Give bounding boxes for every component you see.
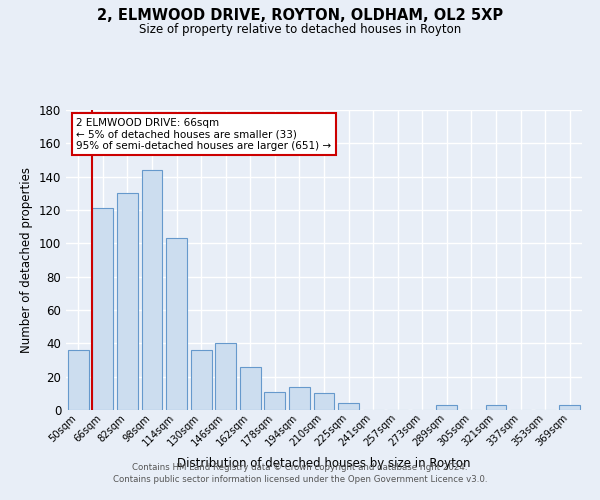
Text: Size of property relative to detached houses in Royton: Size of property relative to detached ho…: [139, 22, 461, 36]
Bar: [191, 350, 212, 410]
Bar: [166, 238, 187, 410]
Text: Contains public sector information licensed under the Open Government Licence v3: Contains public sector information licen…: [113, 475, 487, 484]
Bar: [142, 170, 163, 410]
Bar: [240, 366, 261, 410]
Bar: [215, 344, 236, 410]
Bar: [559, 405, 580, 410]
X-axis label: Distribution of detached houses by size in Royton: Distribution of detached houses by size …: [177, 456, 471, 469]
Bar: [265, 392, 286, 410]
Bar: [485, 405, 506, 410]
Bar: [92, 208, 113, 410]
Bar: [289, 386, 310, 410]
Bar: [436, 405, 457, 410]
Bar: [68, 350, 89, 410]
Text: Contains HM Land Registry data © Crown copyright and database right 2024.: Contains HM Land Registry data © Crown c…: [132, 462, 468, 471]
Text: 2 ELMWOOD DRIVE: 66sqm
← 5% of detached houses are smaller (33)
95% of semi-deta: 2 ELMWOOD DRIVE: 66sqm ← 5% of detached …: [76, 118, 331, 150]
Text: 2, ELMWOOD DRIVE, ROYTON, OLDHAM, OL2 5XP: 2, ELMWOOD DRIVE, ROYTON, OLDHAM, OL2 5X…: [97, 8, 503, 22]
Bar: [314, 394, 334, 410]
Bar: [117, 194, 138, 410]
Bar: [338, 404, 359, 410]
Y-axis label: Number of detached properties: Number of detached properties: [20, 167, 33, 353]
